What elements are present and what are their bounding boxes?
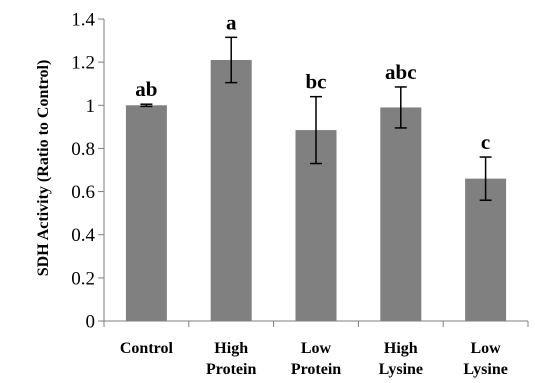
significance-label: a: [226, 10, 237, 34]
significance-label: c: [481, 130, 490, 154]
bar: [380, 107, 422, 321]
y-tick-label: 1.4: [71, 10, 95, 31]
bar: [125, 105, 167, 322]
x-category-label: Protein: [206, 361, 256, 378]
bar: [465, 178, 507, 321]
x-category-label: Lysine: [379, 361, 423, 378]
y-axis-title: SDH Activity (Ratio to Control): [35, 60, 52, 277]
significance-label: bc: [306, 70, 327, 94]
bar: [210, 59, 252, 321]
y-tick-label: 0.2: [71, 268, 95, 289]
x-category-label: High: [384, 340, 418, 357]
x-category-label: Low: [301, 340, 332, 357]
x-category-label: Lysine: [463, 361, 507, 378]
bars: [125, 59, 507, 322]
x-category-label: Protein: [291, 361, 341, 378]
y-tick-label: 0.6: [71, 182, 95, 203]
error-bars: [140, 36, 492, 201]
y-tick-label: 0.8: [71, 139, 95, 160]
y-axis-ticks: 0 0.2 0.4 0.6 0.8 1 1.2 1.4: [71, 10, 529, 333]
x-axis-labels: Control High Protein Low Protein High Lysine Lo…: [120, 340, 508, 378]
y-tick-label: 0: [86, 312, 96, 333]
y-tick-label: 0.4: [71, 225, 95, 246]
x-category-label: Control: [120, 340, 174, 357]
x-category-label: High: [214, 340, 248, 357]
y-tick-label: 1: [86, 96, 96, 117]
significance-label: ab: [135, 77, 157, 101]
significance-label: abc: [385, 60, 417, 84]
y-tick-label: 1.2: [71, 53, 95, 74]
x-category-label: Low: [470, 340, 501, 357]
